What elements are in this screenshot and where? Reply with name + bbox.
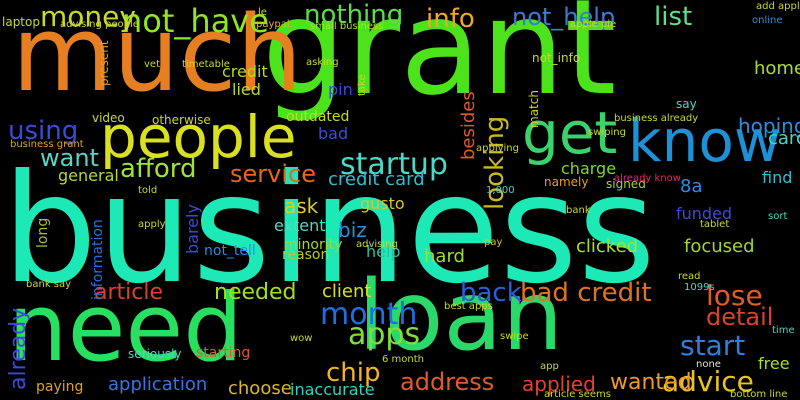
word-pin: pin — [328, 82, 353, 98]
word-none: none — [696, 360, 721, 370]
word-online: online — [752, 16, 783, 26]
word-8a: 8a — [680, 178, 702, 196]
word-credit-card: credit card — [328, 171, 425, 189]
word-focused: focused — [684, 238, 755, 256]
word-bottom-line: bottom line — [730, 390, 787, 400]
word-time: time — [772, 326, 795, 336]
word-bank: bank — [566, 206, 591, 216]
word-told: told — [138, 186, 157, 196]
word-bank-say: bank say — [26, 280, 71, 290]
word-app: app — [540, 362, 559, 372]
word-sort: sort — [768, 212, 787, 222]
word-extent: extent — [274, 218, 326, 234]
word-add-apple: add apple — [756, 2, 800, 12]
word-starting: starting — [196, 346, 250, 360]
word-say: say — [676, 98, 697, 110]
word-info: info — [426, 6, 475, 32]
word-find: find — [762, 170, 792, 186]
word-ask: ask — [284, 196, 318, 216]
word-not-have: not_have — [122, 5, 269, 37]
word-outdated: outdated — [286, 110, 349, 124]
word-laptop: laptop — [2, 16, 40, 28]
word-paying: paying — [36, 380, 83, 394]
word-read: read — [678, 272, 701, 282]
word-afford: afford — [120, 156, 197, 182]
word-list: list — [654, 4, 692, 30]
word-swiping: swiping — [588, 128, 626, 138]
word-lied: lied — [232, 82, 261, 98]
word-advising: advising — [356, 240, 398, 250]
word-detail: detail — [706, 305, 773, 329]
word-tablet: tablet — [700, 220, 729, 230]
word-address: address — [400, 370, 494, 394]
word-home: home — [754, 60, 800, 78]
word-free: free — [758, 356, 790, 372]
word-match: match — [528, 90, 540, 128]
word-inaccurate: inaccurate — [290, 382, 375, 398]
word-information: information — [91, 219, 105, 300]
word-wow: wow — [290, 334, 312, 344]
word-apps: apps — [348, 320, 420, 350]
word-take: take — [358, 74, 368, 96]
word-long: long — [36, 218, 50, 248]
word-service: service — [230, 162, 316, 186]
word-needed: needed — [214, 282, 296, 304]
word-article-seems: article seems — [544, 390, 611, 400]
word-le: le — [258, 8, 267, 18]
word-start: start — [680, 332, 745, 360]
word-card: card — [768, 130, 800, 148]
word-small-business: small business — [310, 22, 383, 32]
word-present: present — [98, 40, 110, 86]
word-advising-people: advising people — [60, 20, 139, 30]
word-paypal: paypal — [256, 20, 290, 30]
word-already-know: already know — [614, 174, 681, 184]
word-swipe: swipe — [500, 332, 529, 342]
word-biz: biz — [338, 220, 367, 240]
word-apply: apply — [138, 220, 166, 230]
word-1-000: 1,000 — [486, 186, 515, 196]
word-1099s: 1099s — [684, 283, 715, 293]
word-general: general — [58, 168, 119, 184]
word-business-grant: business grant — [10, 140, 84, 150]
word-choose: choose — [228, 380, 292, 398]
word-hard: hard — [424, 248, 465, 266]
word-video: video — [92, 112, 125, 124]
word-apple-pie: apple pie — [570, 20, 616, 30]
word-otherwise: otherwise — [152, 114, 211, 126]
word-gusto: gusto — [360, 196, 405, 212]
word-application: application — [108, 376, 207, 394]
word-reason: reason — [282, 248, 329, 262]
word-namely: namely — [544, 176, 588, 188]
word-wanted: wanted — [610, 372, 692, 394]
word-pay: pay — [484, 238, 502, 248]
word-6-month: 6 month — [382, 355, 424, 365]
word-seriously: seriously — [128, 348, 182, 360]
word-not-tell: not_tell — [204, 244, 256, 258]
word-best-apps: best apps — [444, 302, 493, 312]
word-timetable: timetable — [182, 60, 230, 70]
word-bad-credit: bad credit — [520, 280, 652, 306]
word-not-info: not_info — [532, 52, 580, 64]
word-client: client — [322, 283, 371, 301]
word-applying: applying — [476, 144, 519, 154]
word-bad: bad — [318, 126, 348, 142]
word-business-already: business already — [614, 114, 698, 124]
word-clicked: clicked — [576, 238, 638, 256]
word-barely: barely — [185, 204, 201, 254]
word-vet: vet — [144, 60, 160, 70]
word-already: already — [8, 308, 30, 390]
word-asking: asking — [306, 58, 339, 68]
